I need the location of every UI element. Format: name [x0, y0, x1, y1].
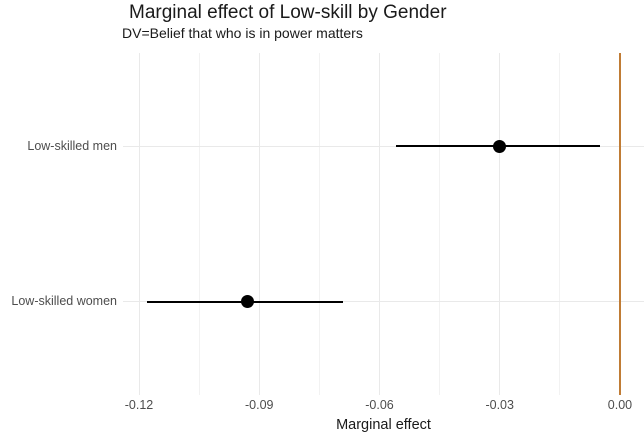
y-axis-label: Low-skilled women: [11, 294, 117, 309]
x-axis-tick-label: 0.00: [607, 398, 633, 412]
major-gridline: [499, 53, 501, 395]
minor-gridline: [318, 53, 320, 395]
zero-reference-line: [618, 53, 621, 395]
x-axis-tick-label: -0.03: [485, 398, 514, 412]
y-axis-label: Low-skilled men: [27, 138, 117, 153]
chart-title: Marginal effect of Low-skill by Gender: [129, 2, 447, 23]
minor-gridline: [439, 53, 441, 395]
major-gridline: [138, 53, 140, 395]
row-gridline: [123, 145, 644, 147]
major-gridline: [378, 53, 380, 395]
minor-gridline: [198, 53, 200, 395]
major-gridline: [258, 53, 260, 395]
x-axis-tick-label: -0.12: [124, 398, 154, 412]
minor-gridline: [559, 53, 561, 395]
x-axis-title: Marginal effect: [336, 417, 431, 433]
x-axis-tick-label: -0.06: [365, 398, 394, 412]
chart-subtitle: DV=Belief that who is in power matters: [122, 25, 363, 41]
point-estimate: [493, 139, 507, 153]
plot-panel: [123, 53, 644, 395]
point-estimate: [240, 295, 254, 309]
x-axis-tick-label: -0.09: [245, 398, 274, 412]
row-gridline: [123, 301, 644, 303]
